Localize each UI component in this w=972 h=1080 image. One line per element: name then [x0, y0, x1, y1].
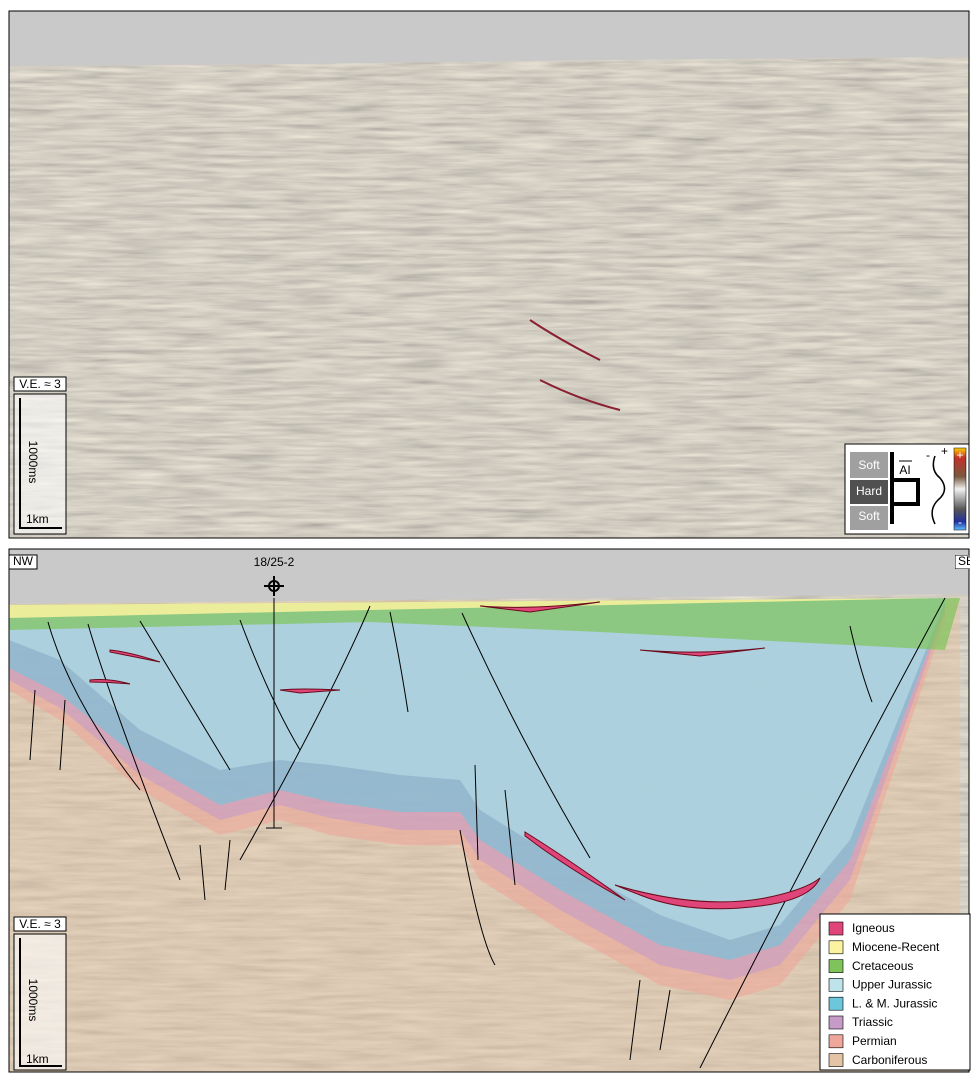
legend-swatch	[829, 922, 843, 935]
legend-label: Miocene-Recent	[852, 940, 940, 954]
legend-label: Triassic	[852, 1015, 893, 1029]
legend-swatch	[829, 1016, 843, 1029]
legend-swatch	[829, 1054, 843, 1067]
layer-label: Soft	[858, 509, 880, 523]
colorbar-minus: -	[958, 515, 962, 529]
legend-label: Upper Jurassic	[852, 978, 932, 992]
legend-label: Carboniferous	[852, 1053, 927, 1067]
nw-label: NW	[13, 554, 34, 568]
tint	[9, 11, 969, 538]
top-panel	[9, 11, 969, 538]
water	[9, 11, 969, 66]
well-label: 18/25-2	[254, 555, 295, 569]
legend-label: Permian	[852, 1034, 897, 1048]
legend-swatch	[829, 1035, 843, 1048]
legend-swatch	[829, 997, 843, 1010]
minus-label: -	[926, 448, 930, 462]
colorbar-plus: +	[956, 448, 963, 462]
page: V.E. ≈ 3 1000ms 1km Soft Hard Soft AI - …	[0, 0, 972, 1080]
plus-label: +	[941, 444, 948, 458]
se-label: SE	[958, 554, 972, 568]
time-scale-label: 1000ms	[26, 979, 40, 1022]
ai-label: AI	[899, 463, 910, 477]
layer-label: Hard	[856, 484, 882, 498]
polarity-key: Soft Hard Soft AI - + + -	[845, 444, 969, 534]
legend: Igneous Miocene-Recent Cretaceous Upper Jur…	[820, 914, 970, 1070]
legend-swatch	[829, 960, 843, 973]
distance-scale-label: 1km	[26, 512, 49, 526]
legend-swatch	[829, 978, 843, 991]
layer-label: Soft	[858, 458, 880, 472]
ve-label: V.E. ≈ 3	[19, 377, 61, 391]
ve-label: V.E. ≈ 3	[19, 917, 61, 931]
legend-label: Cretaceous	[852, 959, 913, 973]
distance-scale-label: 1km	[26, 1052, 49, 1066]
se-box: SE	[955, 554, 972, 569]
figure: V.E. ≈ 3 1000ms 1km Soft Hard Soft AI - …	[0, 0, 972, 1075]
legend-swatch	[829, 941, 843, 954]
legend-label: Igneous	[852, 921, 895, 935]
time-scale-label: 1000ms	[26, 441, 40, 484]
legend-label: L. & M. Jurassic	[852, 996, 937, 1010]
